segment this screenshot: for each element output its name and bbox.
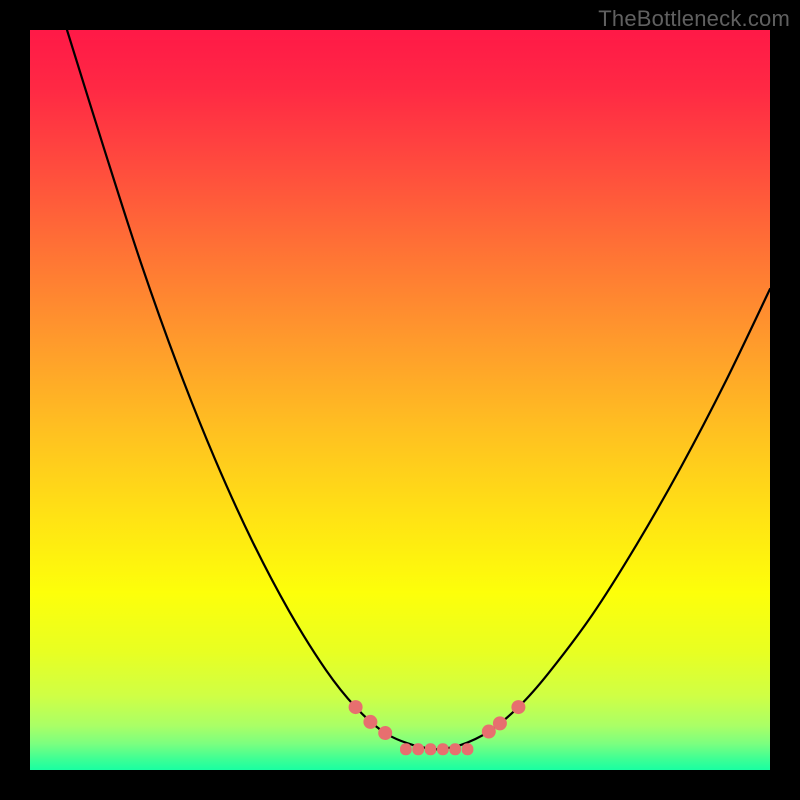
bottom-chain-segment: [425, 743, 437, 755]
curve-marker: [511, 700, 525, 714]
curve-marker: [363, 715, 377, 729]
bottom-chain-segment: [412, 743, 424, 755]
bottom-chain-segment: [437, 743, 449, 755]
watermark-label: TheBottleneck.com: [598, 6, 790, 32]
bottom-chain-segment: [449, 743, 461, 755]
bottom-chain-segment: [400, 743, 412, 755]
bottom-chain-segment: [462, 743, 474, 755]
curve-marker: [493, 716, 507, 730]
curve-marker: [378, 726, 392, 740]
curve-marker: [349, 700, 363, 714]
chart-stage: TheBottleneck.com: [0, 0, 800, 800]
chart-svg: [0, 0, 800, 800]
plot-background: [30, 30, 770, 770]
